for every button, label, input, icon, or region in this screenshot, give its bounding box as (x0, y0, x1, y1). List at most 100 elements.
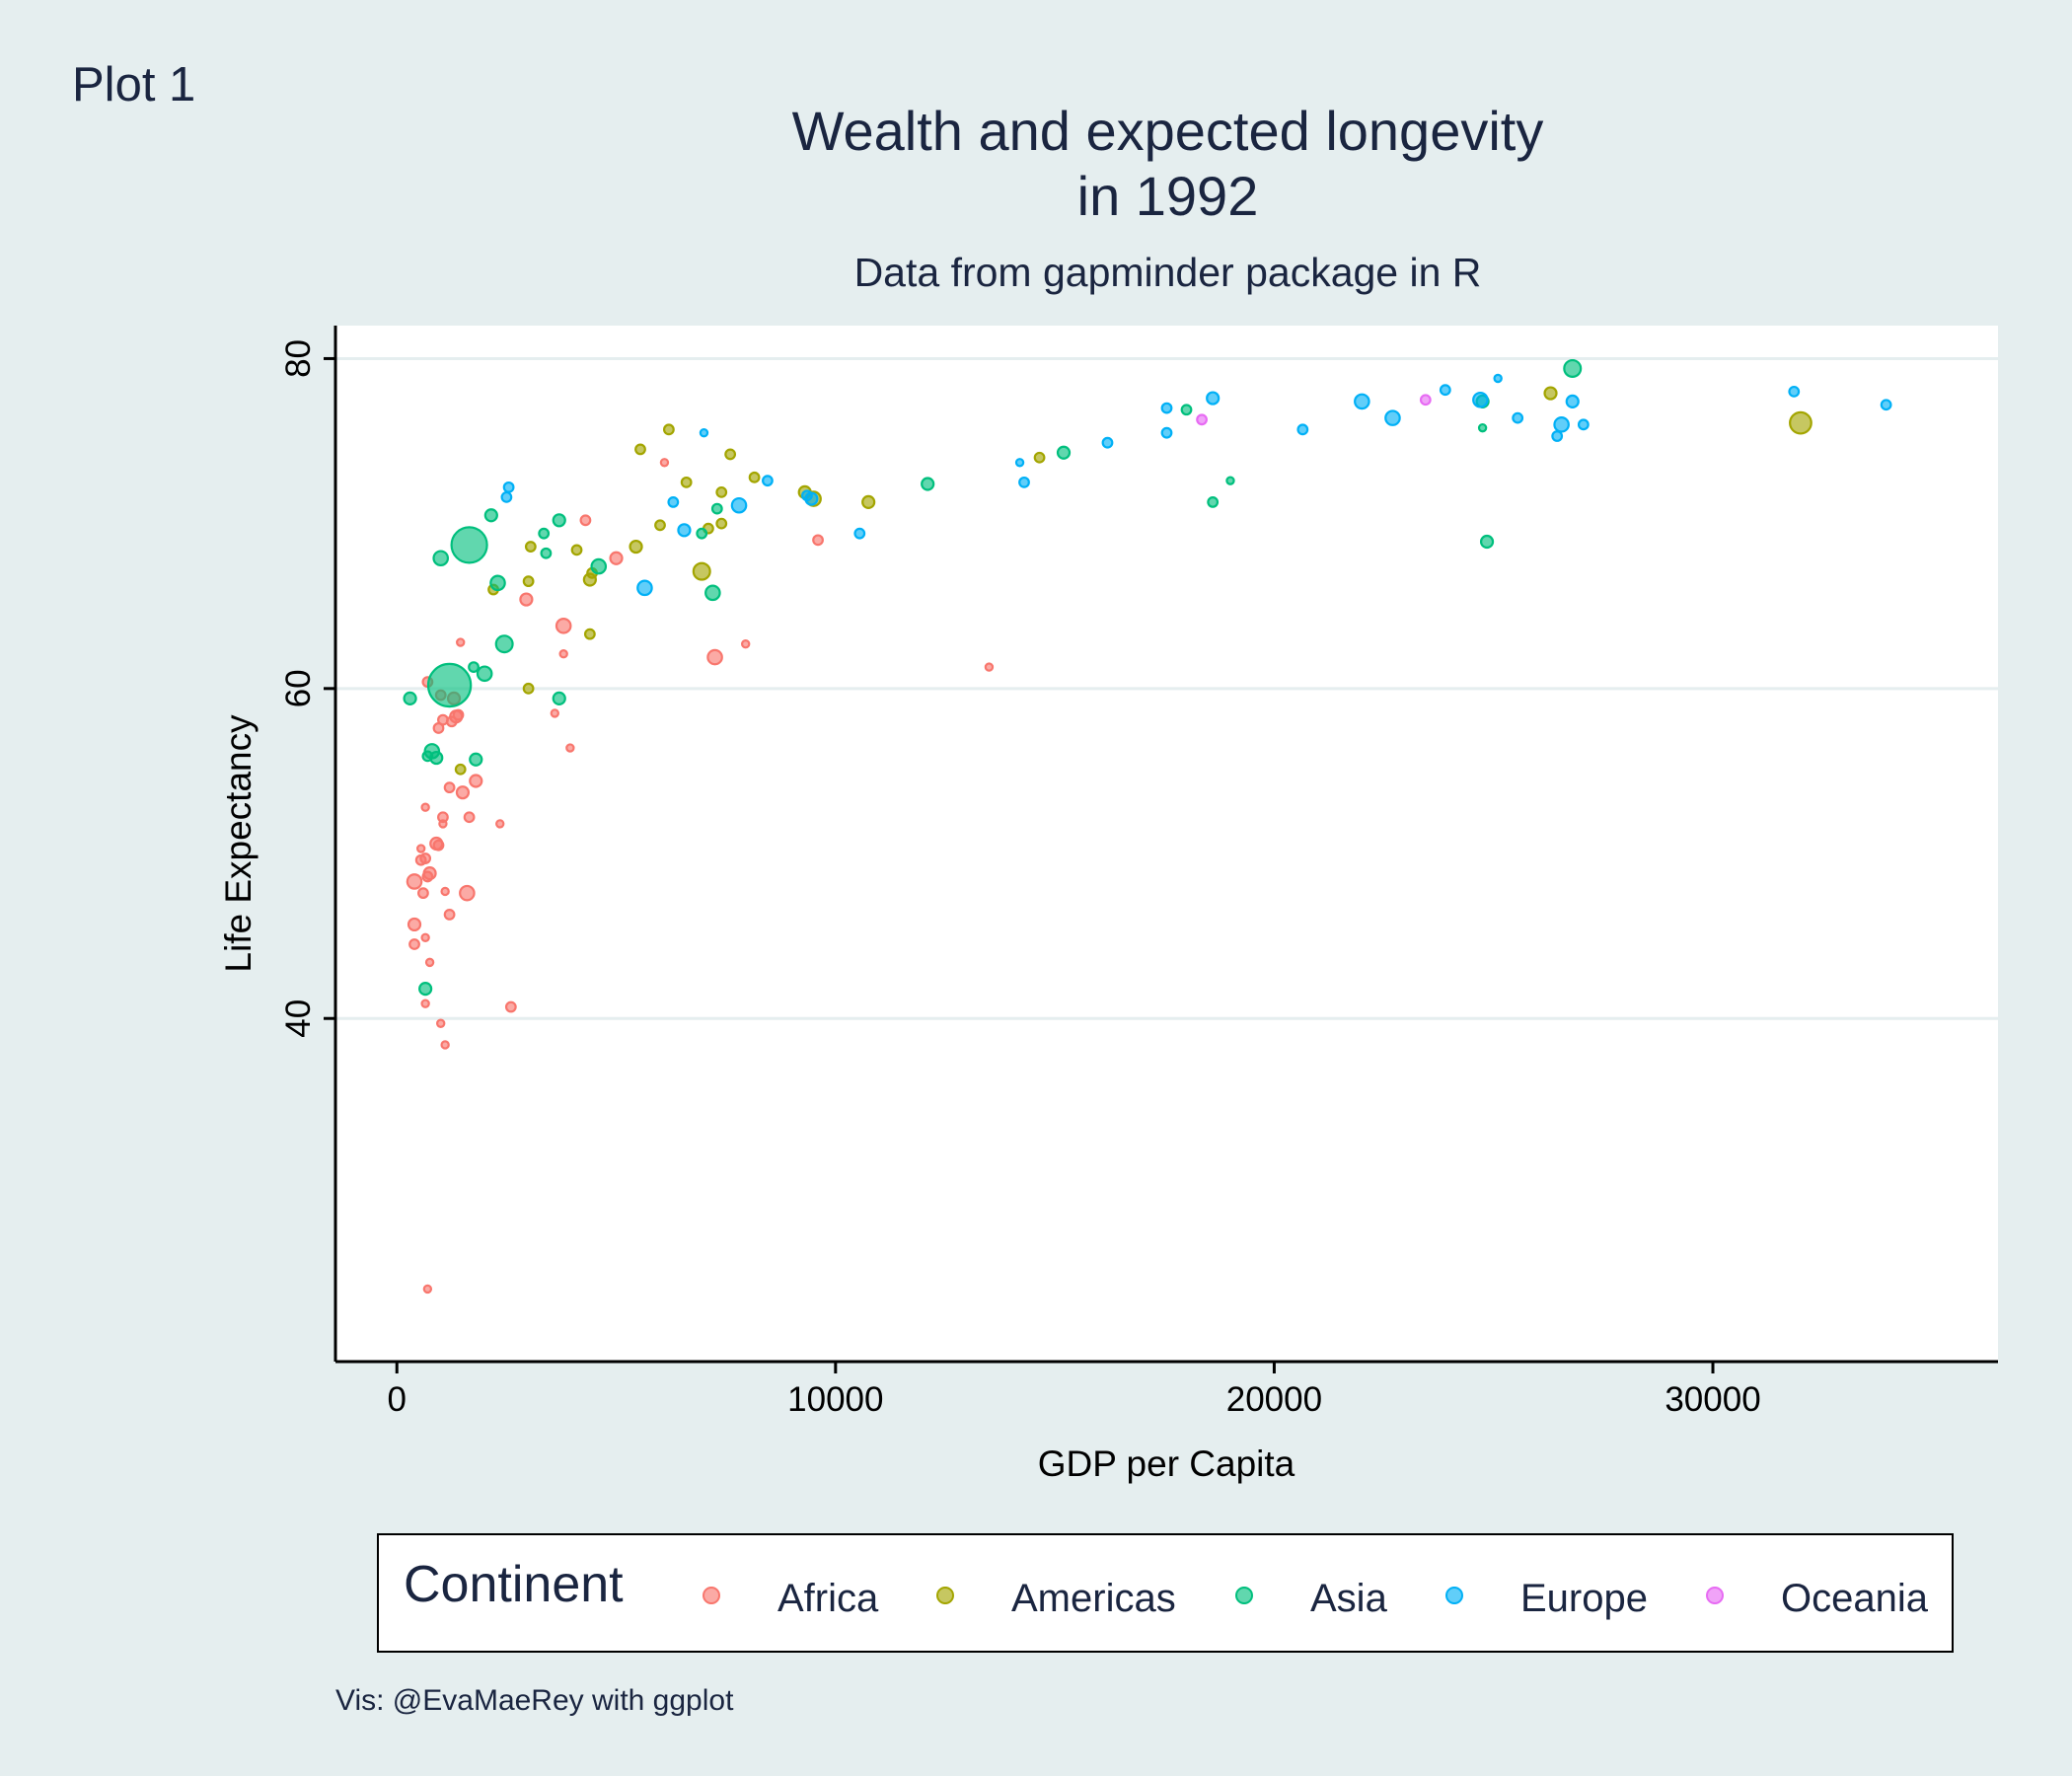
point-africa (424, 957, 435, 968)
point-europe (1296, 423, 1309, 436)
point-africa (452, 708, 465, 721)
point-americas (570, 544, 583, 556)
legend-label-africa: Africa (777, 1577, 879, 1620)
point-americas (861, 494, 876, 510)
point-asia (552, 691, 566, 705)
point-africa (443, 781, 456, 794)
data-points (403, 358, 1892, 1295)
point-africa (415, 844, 426, 853)
x-tick-label: 30000 (1665, 1380, 1760, 1419)
point-africa (469, 774, 483, 788)
point-africa (555, 617, 572, 634)
point-africa (420, 802, 430, 812)
point-americas (1789, 410, 1813, 435)
legend-key-oceania (1706, 1587, 1724, 1604)
point-americas (522, 682, 535, 695)
point-asia (704, 584, 721, 602)
chart-subtitle: Data from gapminder package in R (853, 250, 1482, 295)
point-europe (1439, 384, 1451, 397)
point-africa (432, 839, 445, 851)
point-asia (476, 665, 493, 683)
point-africa (504, 1000, 517, 1013)
x-axis-label: GDP per Capita (1038, 1443, 1295, 1484)
y-tick-label: 80 (279, 339, 318, 378)
point-africa (440, 1040, 450, 1050)
point-americas (524, 541, 537, 553)
point-asia (1563, 358, 1583, 378)
point-americas (662, 423, 675, 436)
y-tick-label: 40 (279, 999, 318, 1038)
point-africa (417, 887, 429, 900)
legend-label-asia: Asia (1310, 1577, 1387, 1620)
x-tick-label: 20000 (1226, 1380, 1322, 1419)
point-europe (1553, 416, 1570, 433)
point-africa (406, 873, 423, 890)
point-europe (730, 496, 748, 514)
point-europe (1384, 409, 1401, 426)
point-africa (443, 908, 456, 921)
chart-title-line-1: Wealth and expected longevity (791, 100, 1544, 162)
point-europe (1565, 394, 1580, 409)
point-africa (456, 637, 466, 647)
point-americas (583, 628, 596, 640)
x-tick-label: 0 (388, 1380, 407, 1419)
point-africa (422, 1284, 433, 1295)
point-americas (715, 485, 728, 498)
point-americas (654, 519, 666, 532)
legend-title: Continent (404, 1556, 624, 1613)
y-axis-label: Life Expectancy (218, 714, 259, 973)
point-oceania (1196, 413, 1208, 426)
point-asia (1180, 404, 1193, 416)
point-asia (1479, 534, 1495, 550)
plot-tag: Plot 1 (72, 58, 196, 111)
point-europe (1551, 430, 1564, 442)
point-asia (552, 513, 566, 528)
point-asia (1056, 445, 1072, 460)
point-asia (1225, 476, 1235, 485)
point-americas (1543, 386, 1558, 401)
point-asia (418, 982, 433, 997)
point-europe (1206, 391, 1221, 406)
point-asia (538, 527, 551, 540)
point-africa (558, 649, 568, 659)
point-africa (408, 938, 420, 950)
point-americas (634, 443, 646, 456)
point-asia (426, 662, 473, 708)
point-americas (522, 575, 535, 588)
point-europe (1014, 458, 1025, 468)
point-americas (748, 471, 761, 483)
point-asia (1207, 496, 1220, 508)
point-europe (853, 527, 866, 540)
chart-title: Wealth and expected longevity in 1992 (0, 99, 2072, 229)
point-africa (706, 648, 723, 666)
point-africa (419, 852, 432, 864)
point-asia (696, 527, 708, 540)
point-asia (1477, 422, 1488, 433)
point-africa (459, 884, 476, 902)
point-africa (519, 592, 534, 607)
point-africa (495, 819, 505, 829)
point-europe (1160, 426, 1173, 439)
point-africa (420, 999, 430, 1008)
point-asia (432, 550, 450, 567)
legend-key-africa (703, 1587, 720, 1604)
legend-key-europe (1445, 1587, 1463, 1604)
legend-label-europe: Europe (1520, 1577, 1648, 1620)
y-tick-label: 60 (279, 669, 318, 707)
point-asia (921, 477, 935, 491)
point-asia (489, 574, 506, 592)
point-europe (1018, 476, 1030, 488)
point-americas (629, 539, 643, 555)
point-africa (407, 917, 422, 932)
point-asia (469, 752, 483, 767)
point-oceania (1419, 394, 1432, 407)
legend-key-asia (1235, 1587, 1253, 1604)
point-africa (455, 785, 471, 800)
point-africa (550, 708, 559, 718)
legend-label-oceania: Oceania (1781, 1577, 1928, 1620)
point-africa (565, 743, 575, 753)
point-europe (1512, 411, 1524, 424)
point-africa (463, 811, 476, 824)
point-europe (502, 481, 515, 493)
